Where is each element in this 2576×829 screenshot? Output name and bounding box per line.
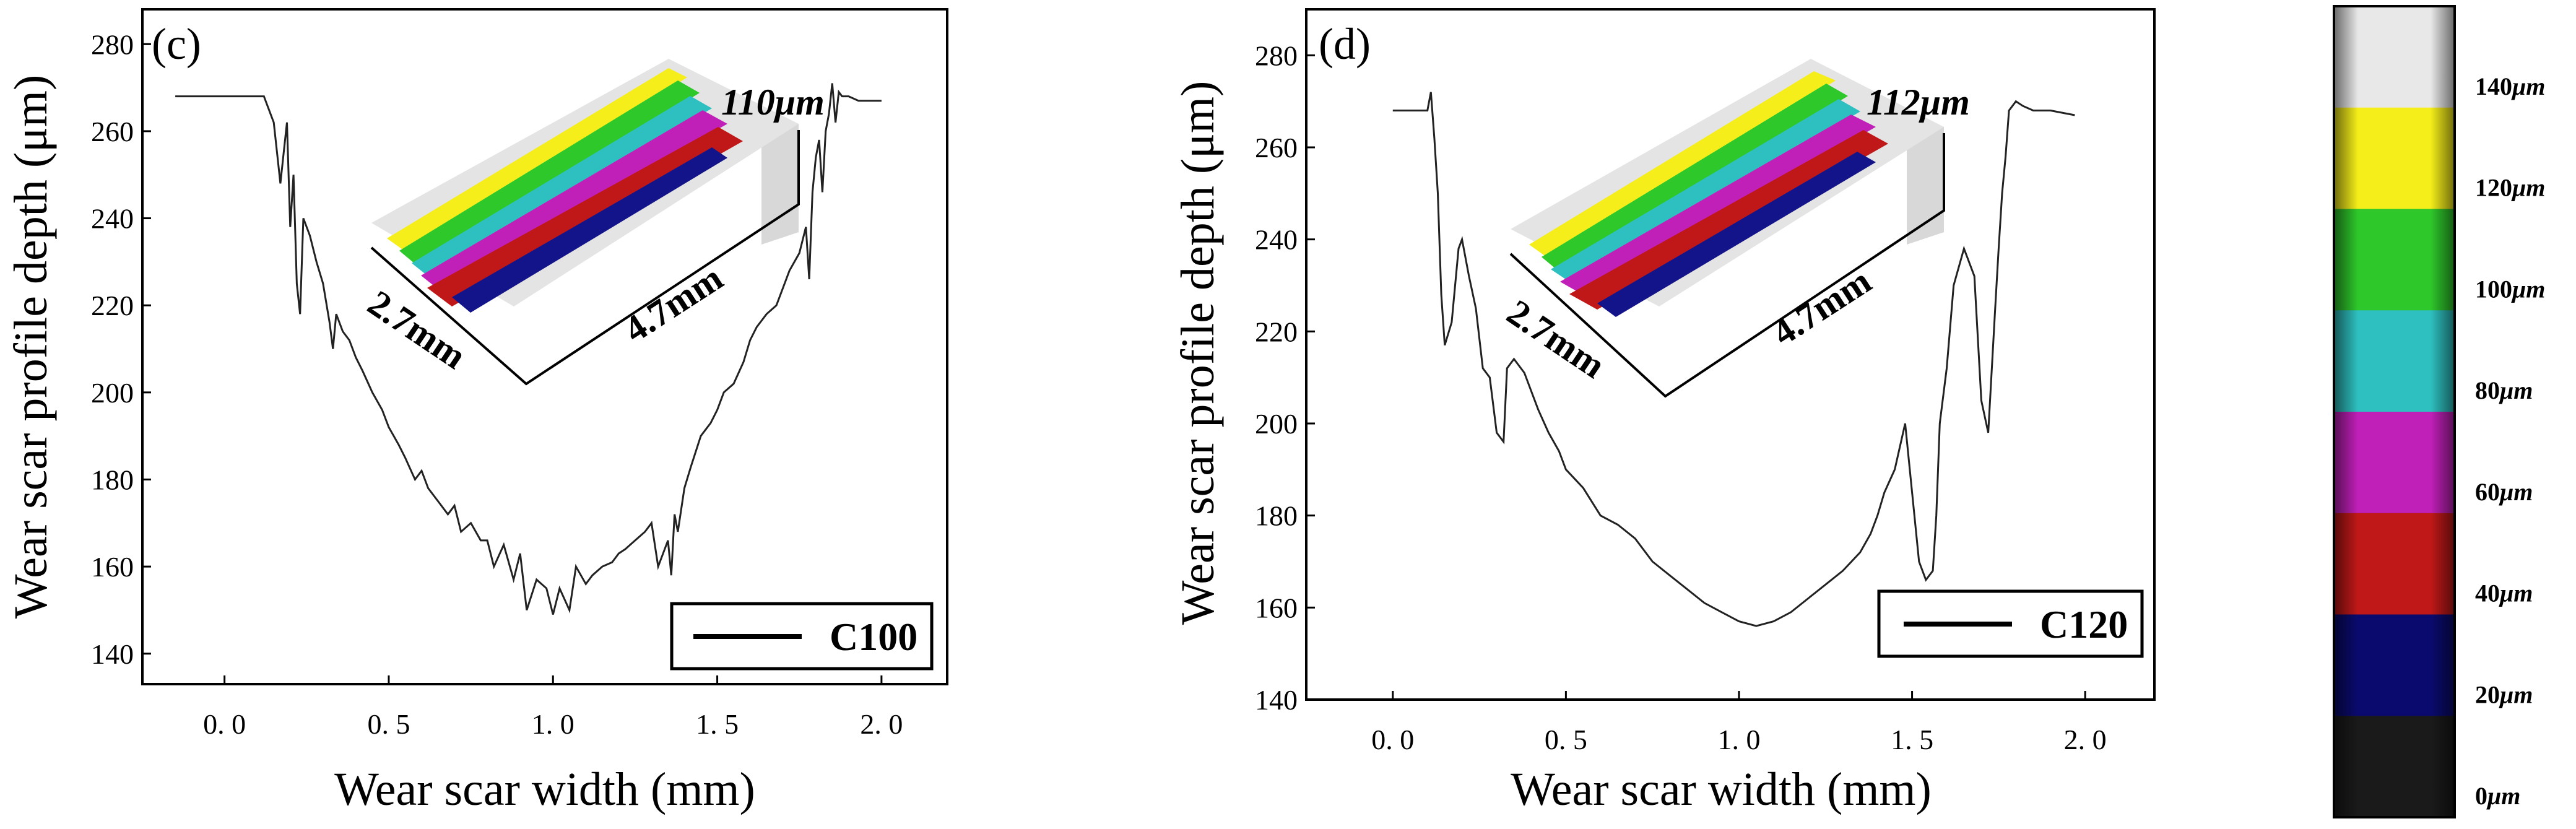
inset-band-cyan-d	[1551, 99, 1860, 282]
x-tick-label-d: 0. 5	[1545, 724, 1587, 755]
y-tick-label-d: 180	[1255, 500, 1298, 532]
series-line-c100	[175, 83, 882, 615]
inset-band-navy-d	[1597, 152, 1876, 317]
inset-depth-label-c: 110μm	[721, 82, 825, 123]
inset-band-green-c	[399, 80, 700, 266]
y-tick-label-c: 280	[91, 28, 134, 60]
colorbar-label: 20μm	[2475, 680, 2533, 708]
colorbar-label: 80μm	[2475, 376, 2533, 404]
y-tick-label-d: 140	[1255, 684, 1298, 716]
y-axis-label-d: Wear scar profile depth (μm)	[1172, 81, 1224, 625]
inset-length-label-c: 4.7mm	[617, 257, 730, 350]
y-tick-label-c: 180	[91, 464, 134, 495]
y-axis-label-c: Wear scar profile depth (μm)	[5, 75, 57, 619]
y-tick-label-d: 240	[1255, 224, 1298, 256]
inset-frame-d	[1509, 133, 1945, 398]
legend-label-d: C120	[2040, 602, 2128, 646]
y-tick-label-c: 240	[91, 203, 134, 235]
inset-band-magenta-c	[421, 110, 727, 288]
y-tick-label-c: 140	[91, 638, 134, 670]
inset-frame-c	[370, 130, 800, 386]
colorbar-label: 0μm	[2475, 782, 2520, 810]
y-tick-label-c: 200	[91, 377, 134, 409]
legend-label-c: C100	[830, 615, 917, 659]
x-tick-label-c: 1. 0	[532, 708, 575, 740]
inset-band-yellow-c	[387, 68, 687, 254]
panel-d: (d) 140 160 180 200 220 240 260 280 0. 0 0. 5 1. …	[1172, 8, 2156, 815]
plot-frame-c	[141, 8, 948, 685]
colorbar-label: 60μm	[2475, 478, 2533, 506]
x-tick-label-d: 1. 0	[1717, 724, 1760, 755]
colorbar: 140μm 120μm 100μm 80μm 60μm 40μm 20μm 0μm	[2333, 5, 2545, 818]
inset-band-yellow-d	[1529, 71, 1836, 260]
y-tick-label-d: 220	[1255, 316, 1298, 347]
legend-d: C120	[1877, 589, 2144, 658]
panel-label-c: (c)	[152, 19, 201, 69]
inset-side-d	[1907, 127, 1944, 245]
panel-c: (c) 140 160 180 200 220 240 260 280 0. 0 0. 5 1. …	[5, 8, 948, 815]
inset-length-label-d: 4.7mm	[1765, 260, 1878, 354]
colorbar-frame	[2333, 5, 2456, 818]
y-tick-label-d: 280	[1255, 40, 1298, 71]
inset-band-green-d	[1542, 84, 1848, 272]
y-tick-label-c: 260	[91, 116, 134, 147]
panel-label-d: (d)	[1319, 19, 1371, 69]
colorbar-label: 100μm	[2475, 275, 2545, 303]
inset-3d-c: 2.7mm 4.7mm 110μm	[361, 59, 825, 386]
inset-band-red-c	[427, 127, 743, 306]
x-tick-label-c: 0. 0	[203, 708, 246, 740]
y-tick-label-d: 160	[1255, 592, 1298, 623]
x-axis-d: 0. 0 0. 5 1. 0 1. 5 2. 0	[1371, 691, 2107, 755]
colorbar-label: 140μm	[2475, 72, 2545, 100]
y-axis-d: 140 160 180 200 220 240 260 280	[1255, 40, 1315, 716]
y-tick-label-c: 220	[91, 290, 134, 321]
x-tick-label-c: 2. 0	[860, 708, 903, 740]
plot-frame-d	[1305, 8, 2156, 701]
x-tick-label-d: 0. 0	[1371, 724, 1414, 755]
x-tick-label-d: 1. 5	[1891, 724, 1933, 755]
colorbar-label: 40μm	[2475, 579, 2533, 607]
inset-band-cyan-c	[412, 96, 712, 276]
y-tick-label-d: 260	[1255, 132, 1298, 163]
inset-side-c	[761, 124, 799, 245]
colorbar-label: 120μm	[2475, 174, 2545, 202]
y-axis-c: 140 160 180 200 220 240 260 280	[91, 28, 151, 670]
x-tick-label-c: 0. 5	[367, 708, 410, 740]
y-tick-label-d: 200	[1255, 408, 1298, 440]
x-axis-label-d: Wear scar width (mm)	[1511, 763, 1932, 815]
series-line-c120	[1392, 92, 2075, 627]
inset-band-red-d	[1569, 130, 1888, 310]
inset-band-magenta-d	[1560, 115, 1876, 294]
inset-band-navy-c	[452, 147, 727, 313]
inset-3d-d: 2.7mm 4.7mm 112μm	[1500, 59, 1970, 398]
y-tick-label-c: 160	[91, 551, 134, 583]
x-axis-c: 0. 0 0. 5 1. 0 1. 5 2. 0	[203, 675, 903, 740]
inset-depth-label-d: 112μm	[1867, 82, 1970, 123]
colorbar-shading	[2334, 6, 2455, 817]
x-tick-label-c: 1. 5	[696, 708, 739, 740]
x-axis-label-c: Wear scar width (mm)	[334, 763, 755, 815]
x-tick-label-d: 2. 0	[2064, 724, 2107, 755]
legend-c: C100	[670, 602, 934, 671]
